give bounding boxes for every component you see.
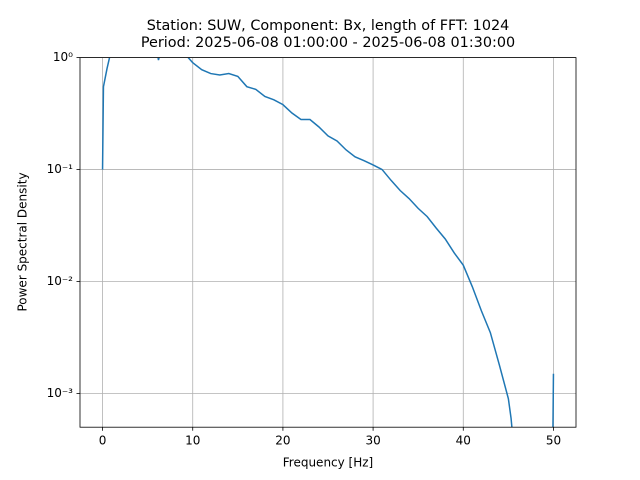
y-tick-label: 10⁻² xyxy=(47,274,74,288)
y-tick-label: 10⁻¹ xyxy=(47,162,74,176)
x-tick-label: 40 xyxy=(456,434,471,448)
y-tick-label: 10⁻³ xyxy=(47,386,74,400)
x-tick-label: 30 xyxy=(365,434,380,448)
chart-title: Period: 2025-06-08 01:00:00 - 2025-06-08… xyxy=(141,35,515,51)
y-axis-label: Power Spectral Density xyxy=(16,172,30,311)
x-tick-label: 50 xyxy=(546,434,561,448)
chart-title: Station: SUW, Component: Bx, length of F… xyxy=(147,18,510,34)
plot-frame xyxy=(79,57,577,428)
x-tick-label: 10 xyxy=(185,434,200,448)
x-tick-label: 20 xyxy=(275,434,290,448)
y-tick-label: 10⁰ xyxy=(53,50,73,64)
x-tick-label: 0 xyxy=(99,434,107,448)
data-line xyxy=(101,57,555,428)
x-axis-label: Frequency [Hz] xyxy=(283,456,374,470)
